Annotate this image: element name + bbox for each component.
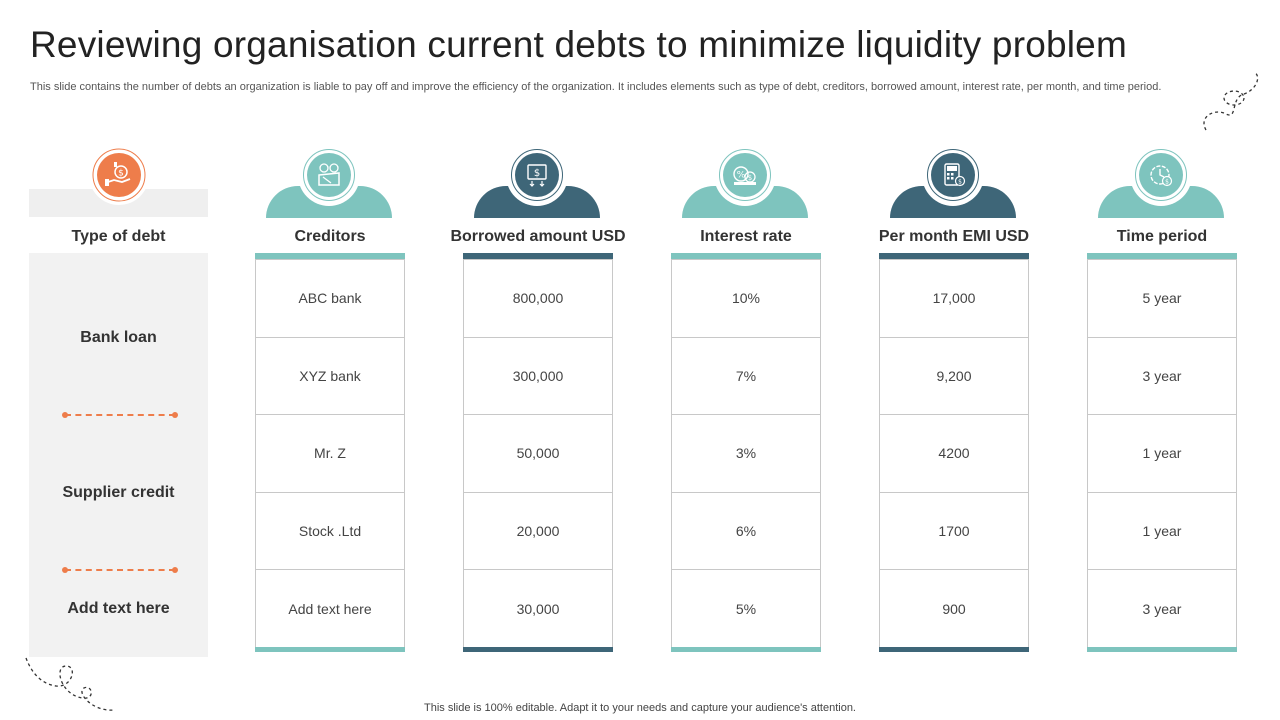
type-separator (62, 567, 178, 573)
interest-rate-header: Interest rate (700, 228, 792, 245)
type-separator (62, 412, 178, 418)
per-month-emi-header: Per month EMI USD (878, 228, 1030, 245)
svg-text:%: % (737, 171, 746, 181)
svg-text:$: $ (534, 168, 540, 179)
table-cell: 800,000 (464, 260, 612, 338)
column-bottom-bar (463, 647, 613, 652)
type-icon-badge: $ (88, 144, 150, 206)
per-month-emi-cells: 17,000 9,200 4200 1700 900 (879, 259, 1029, 649)
table-cell: 50,000 (464, 415, 612, 493)
emi-calculator-icon: $ (944, 163, 966, 187)
table-cell: 900 (942, 601, 966, 618)
table-cell: 30,000 (516, 601, 560, 618)
table-cell: 17,000 (880, 260, 1028, 338)
type-item-supplier-credit: Supplier credit (62, 484, 175, 501)
column-icon-badge: $ (1130, 144, 1192, 206)
creditors-cells: ABC bank XYZ bank Mr. Z Stock .Ltd Add t… (255, 259, 405, 649)
table-cell: 3 year (1142, 601, 1182, 618)
doodle-top-right-icon (1203, 71, 1259, 131)
table-cell: Add text here (288, 601, 372, 618)
table-cell: 1 year (1088, 493, 1236, 571)
table-cell: 4200 (880, 415, 1028, 493)
slide-subtitle: This slide contains the number of debts … (30, 81, 1162, 93)
table-cell: 7% (672, 338, 820, 416)
table-cell: 3% (672, 415, 820, 493)
column-icon-badge: $ (922, 144, 984, 206)
column-icon-badge: $ (506, 144, 568, 206)
coins-percent-icon: % $ (733, 166, 756, 185)
type-item-add-text: Add text here (67, 600, 170, 617)
borrowed-amount-header: Borrowed amount USD (450, 228, 626, 245)
dollar-download-icon: $ (527, 164, 547, 187)
time-period-cells: 5 year 3 year 1 year 1 year 3 year (1087, 259, 1237, 649)
slide-title: Reviewing organisation current debts to … (30, 24, 1127, 65)
table-cell: 20,000 (464, 493, 612, 571)
table-cell: ABC bank (256, 260, 404, 338)
table-cell: Stock .Ltd (256, 493, 404, 571)
type-of-debt-header: Type of debt (71, 228, 166, 245)
svg-text:$: $ (748, 174, 752, 182)
type-item-bank-loan: Bank loan (80, 329, 157, 346)
column-top-bar (255, 253, 405, 259)
column-bottom-bar (879, 647, 1029, 652)
table-cell: 1 year (1088, 415, 1236, 493)
table-cell: 5% (735, 601, 757, 618)
time-period-header: Time period (1116, 228, 1208, 245)
wallet-money-icon (318, 163, 340, 186)
table-cell: 5 year (1088, 260, 1236, 338)
interest-rate-cells: 10% 7% 3% 6% 5% (671, 259, 821, 649)
hand-money-icon: $ (89, 145, 149, 205)
table-cell: 10% (672, 260, 820, 338)
clock-dollar-icon: $ (1150, 165, 1173, 187)
column-top-bar (671, 253, 821, 259)
column-top-bar (879, 253, 1029, 259)
table-cell: 300,000 (464, 338, 612, 416)
creditors-header: Creditors (294, 228, 366, 245)
column-icon-badge (298, 144, 360, 206)
table-cell: 6% (672, 493, 820, 571)
slide-footer: This slide is 100% editable. Adapt it to… (424, 702, 856, 714)
column-top-bar (1087, 253, 1237, 259)
svg-text:$: $ (1165, 179, 1169, 186)
table-cell: Mr. Z (256, 415, 404, 493)
column-top-bar (463, 253, 613, 259)
column-bottom-bar (1087, 647, 1237, 652)
borrowed-amount-cells: 800,000 300,000 50,000 20,000 30,000 (463, 259, 613, 649)
table-cell: 1700 (880, 493, 1028, 571)
column-bottom-bar (671, 647, 821, 652)
svg-text:$: $ (118, 169, 124, 179)
column-icon-badge: % $ (714, 144, 776, 206)
table-cell: 3 year (1088, 338, 1236, 416)
column-bottom-bar (255, 647, 405, 652)
table-cell: XYZ bank (256, 338, 404, 416)
svg-text:$: $ (958, 179, 962, 186)
type-of-debt-body: Bank loan Supplier credit Add text here (29, 253, 208, 657)
table-cell: 9,200 (880, 338, 1028, 416)
